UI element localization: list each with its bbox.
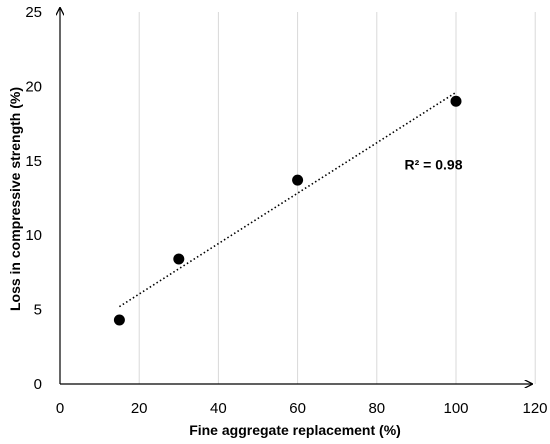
tick-labels: 0 20 40 60 80 100 120 0 5 10 15 20 25 (25, 4, 547, 417)
x-tick-label-120: 120 (522, 400, 547, 417)
axes (60, 8, 532, 384)
trendline (118, 91, 457, 308)
y-tick-label-5: 5 (34, 302, 42, 319)
x-tick-label-0: 0 (56, 400, 64, 417)
y-tick-label-20: 20 (25, 78, 42, 95)
y-tick-label-25: 25 (25, 4, 42, 21)
x-tick-label-20: 20 (131, 400, 148, 417)
trendline-layer (118, 91, 457, 308)
y-tick-label-10: 10 (25, 227, 42, 244)
y-tick-label-15: 15 (25, 153, 42, 170)
x-tick-label-60: 60 (289, 400, 306, 417)
y-tick-label-0: 0 (34, 376, 42, 393)
y-axis-title: Loss in compressive strength (%) (7, 87, 23, 311)
x-tick-label-100: 100 (443, 400, 468, 417)
data-point (292, 174, 304, 186)
gridlines (138, 12, 536, 384)
x-axis-title: Fine aggregate replacement (%) (189, 422, 401, 438)
r-squared-label: R² = 0.98 (405, 157, 463, 173)
data-point (450, 95, 462, 107)
data-point (173, 253, 185, 265)
data-point (113, 314, 125, 326)
x-tick-label-80: 80 (368, 400, 385, 417)
x-tick-label-40: 40 (210, 400, 227, 417)
data-points (113, 95, 462, 326)
annotations: R² = 0.98 (405, 157, 463, 173)
